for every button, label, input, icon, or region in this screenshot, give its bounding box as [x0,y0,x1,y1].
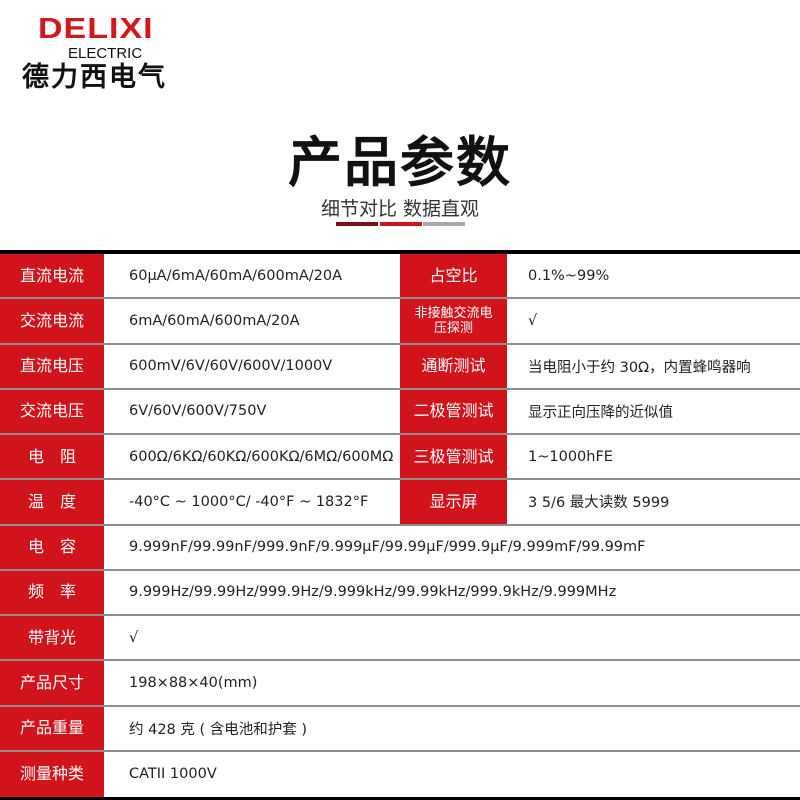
divider-bar-dark [336,222,378,226]
spec-value: -40°C ~ 1000°C/ -40°F ~ 1832°F [129,493,369,510]
spec-label: 三极管测试 [400,435,507,479]
spec-value: 198×88×40(mm) [129,674,258,691]
spec-value: 60μA/6mA/60mA/600mA/20A [129,267,342,284]
spec-row: 带背光 √ [0,616,800,662]
delixi-logo: DELIXI ELECTRIC 德力西电气 [22,14,192,94]
spec-row: 温 度 -40°C ~ 1000°C/ -40°F ~ 1832°F 显示屏 3 5/… [0,480,800,526]
spec-value: 6mA/60mA/600mA/20A [129,312,300,329]
divider-bar-gray [423,222,465,226]
spec-value: 9.999Hz/99.99Hz/999.9Hz/9.999kHz/99.99kH… [129,584,617,601]
spec-row: 测量种类 CATII 1000V [0,751,800,797]
spec-label: 温 度 [0,480,104,524]
spec-row: 交流电流 6mA/60mA/600mA/20A 非接触交流电压探测 √ [0,299,800,345]
spec-value: 当电阻小于约 30Ω，内置蜂鸣器响 [528,359,751,376]
spec-row: 产品重量 约 428 克 ( 含电池和护套 ) [0,706,800,752]
spec-value: 6V/60V/600V/750V [129,403,267,420]
spec-label: 交流电压 [0,389,104,433]
spec-table: 直流电流 60μA/6mA/60mA/600mA/20A 占空比 0.1%~99% 交流… [0,254,800,797]
spec-value: 9.999nF/99.99nF/999.9nF/9.999μF/99.99μF/… [129,539,646,556]
spec-row: 电 阻 600Ω/6KΩ/60KΩ/600KΩ/6MΩ/600MΩ 三极管测试 1~1… [0,435,800,481]
spec-value: 约 428 克 ( 含电池和护套 ) [129,721,308,738]
spec-label: 带背光 [0,616,104,660]
spec-value: 1~1000hFE [528,448,613,465]
spec-row: 直流电流 60μA/6mA/60mA/600mA/20A 占空比 0.1%~99% [0,254,800,300]
table-top-border [0,250,800,254]
spec-label: 频 率 [0,570,104,614]
table-bottom-border [0,797,800,800]
spec-row: 频 率 9.999Hz/99.99Hz/999.9Hz/9.999kHz/99.9… [0,570,800,616]
spec-value: 600Ω/6KΩ/60KΩ/600KΩ/6MΩ/600MΩ [129,448,394,465]
spec-label: 非接触交流电压探测 [400,299,507,343]
spec-label: 占空比 [400,254,507,298]
spec-row: 产品尺寸 198×88×40(mm) [0,661,800,707]
spec-label: 交流电流 [0,299,104,343]
spec-label: 直流电压 [0,344,104,388]
spec-value: 600mV/6V/60V/600V/1000V [129,358,333,375]
spec-value: CATII 1000V [129,766,217,783]
logo-sub: ELECTRIC [68,45,143,62]
spec-label: 显示屏 [400,480,507,524]
spec-label: 产品尺寸 [0,661,104,705]
page-subtitle: 细节对比 数据直观 [320,198,480,220]
page-title: 产品参数 [288,131,512,194]
logo-brand: DELIXI [38,12,154,45]
spec-value: 0.1%~99% [528,267,610,284]
spec-label: 产品重量 [0,706,104,750]
spec-label: 测量种类 [0,751,104,797]
divider-bar-red [380,222,422,226]
spec-label: 二极管测试 [400,389,507,433]
spec-label: 通断测试 [400,344,507,388]
spec-value: 3 5/6 最大读数 5999 [528,495,670,512]
spec-row: 电 容 9.999nF/99.99nF/999.9nF/9.999μF/99.99… [0,525,800,571]
spec-label: 电 阻 [0,435,104,479]
spec-row: 直流电压 600mV/6V/60V/600V/1000V 通断测试 当电阻小于约 30… [0,344,800,390]
spec-value: √ [528,312,538,329]
spec-label: 直流电流 [0,254,104,298]
spec-value: √ [129,629,139,646]
logo-cn: 德力西电气 [22,62,167,93]
spec-value: 显示正向压降的近似值 [528,404,673,421]
spec-label: 电 容 [0,525,104,569]
spec-row: 交流电压 6V/60V/600V/750V 二极管测试 显示正向压降的近似值 [0,389,800,435]
